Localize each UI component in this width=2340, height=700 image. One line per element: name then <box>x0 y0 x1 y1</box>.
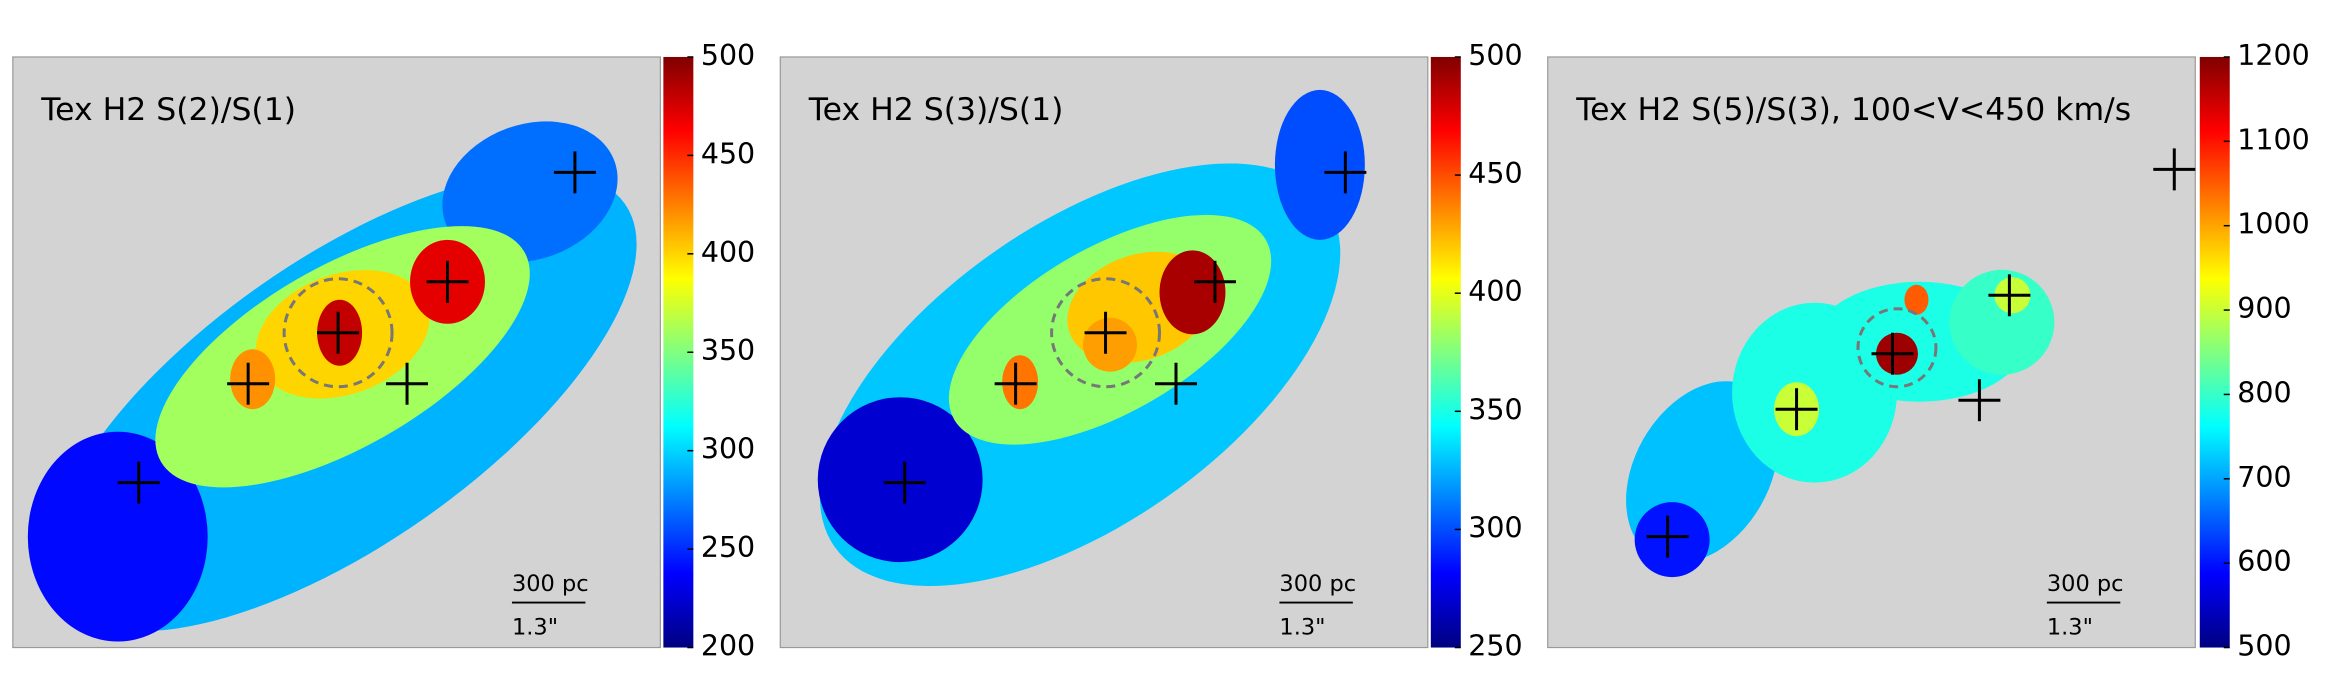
colorbar-tick-label: 200 <box>701 630 755 663</box>
panel-title: Tex H2 S(3)/S(1) <box>808 92 1064 128</box>
colorbar-tick-label: 1200 <box>2237 39 2309 72</box>
colorbar-tick-label: 300 <box>1468 511 1522 544</box>
map-region <box>1634 502 1710 578</box>
colorbar <box>1430 56 1461 648</box>
map-region <box>1159 250 1226 335</box>
colorbar-tick-label: 300 <box>701 433 755 466</box>
colorbar-tick-label: 1000 <box>2237 208 2309 241</box>
colorbar-tick-label: 500 <box>2237 630 2291 663</box>
map-region <box>1904 284 1929 315</box>
colorbar-tick-label: 500 <box>1468 39 1522 72</box>
map <box>27 121 637 642</box>
map <box>1626 269 2055 578</box>
colorbar-tick-label: 700 <box>2237 461 2291 494</box>
colorbar <box>2199 56 2230 648</box>
map-region <box>230 349 276 410</box>
panel-title: Tex H2 S(2)/S(1) <box>40 92 296 128</box>
colorbar-tick-label: 350 <box>701 334 755 367</box>
colorbar-tick-label: 450 <box>1468 157 1522 190</box>
map-region <box>1274 89 1365 240</box>
colorbar-tick-label: 450 <box>701 137 755 170</box>
scale-bar-label: 1.3" <box>1279 615 1325 641</box>
scale-bar-label: 300 pc <box>1279 571 1356 597</box>
scale-bar-label: 300 pc <box>512 571 589 597</box>
map <box>817 89 1365 587</box>
colorbar-tick-label: 250 <box>1468 630 1522 663</box>
scale-bar-label: 1.3" <box>2047 615 2093 641</box>
colorbar-tick-label: 400 <box>701 236 755 269</box>
colorbar-tick-label: 800 <box>2237 376 2291 409</box>
aperture <box>282 277 394 389</box>
colorbar-tick-label: 400 <box>1468 275 1522 308</box>
colorbar-tick-label: 350 <box>1468 393 1522 426</box>
map-region <box>817 397 983 563</box>
colorbar-tick-label: 900 <box>2237 292 2291 325</box>
colorbar-tick-label: 250 <box>701 531 755 564</box>
aperture <box>1050 277 1162 389</box>
aperture <box>1856 307 1938 389</box>
colorbar-tick-label: 500 <box>701 39 755 72</box>
colorbar-tick-label: 1100 <box>2237 123 2309 156</box>
panel-title: Tex H2 S(5)/S(3), 100<V<450 km/s <box>1575 92 2131 128</box>
scale-bar-label: 1.3" <box>512 615 558 641</box>
scale-bar-label: 300 pc <box>2047 571 2124 597</box>
colorbar-tick-label: 600 <box>2237 545 2291 578</box>
map-region <box>27 431 208 642</box>
map-region <box>1083 317 1138 372</box>
